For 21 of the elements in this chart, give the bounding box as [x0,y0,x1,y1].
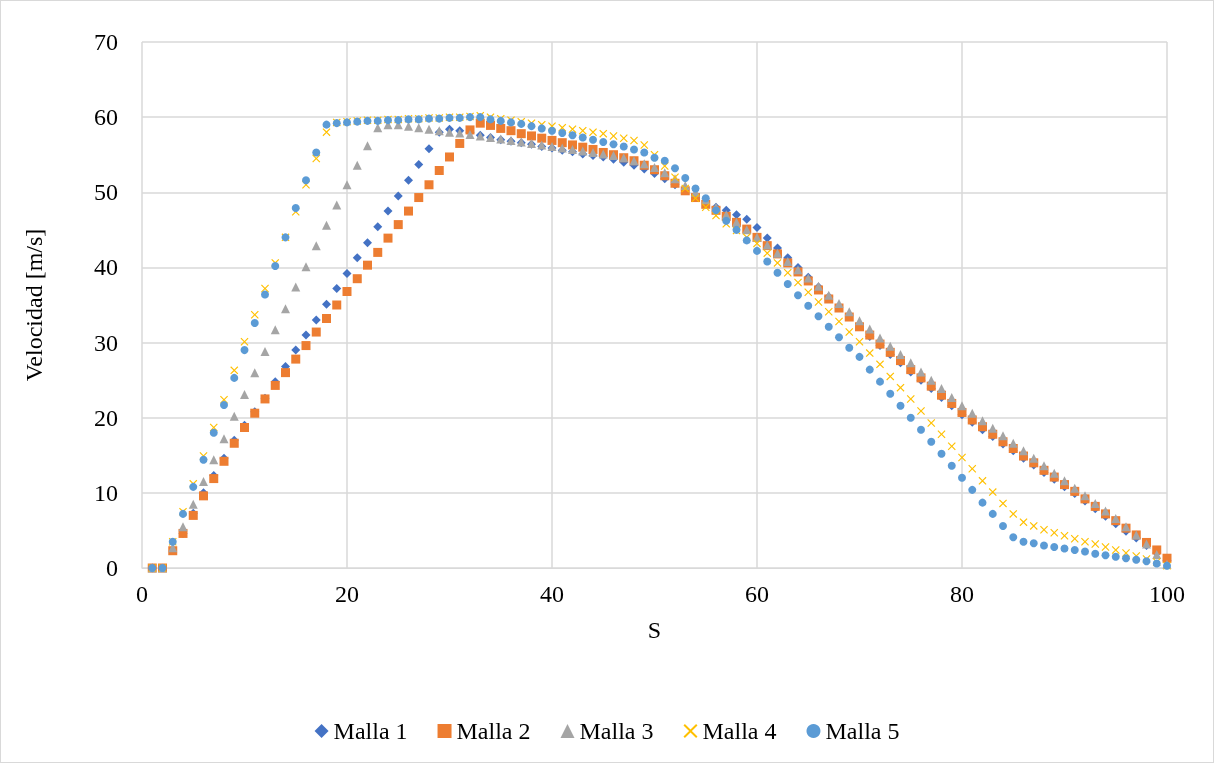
y-axis-title: Velocidad [m/s] [21,228,47,382]
y-tick-label: 20 [94,404,118,431]
x-axis-title: S [647,617,662,643]
x-tick-label: 20 [335,581,359,607]
legend-label: Malla 2 [456,718,531,744]
y-tick-label: 70 [94,29,118,55]
legend-label: Malla 4 [702,718,777,744]
x-tick-label: 40 [540,581,564,607]
legend-label: Malla 3 [579,718,654,744]
legend-label: Malla 5 [825,718,900,744]
x-tick-label: 80 [950,581,974,607]
x-tick-label: 0 [136,581,148,607]
y-tick-label: 10 [94,479,118,506]
x-tick-label: 100 [1149,581,1185,607]
legend-label: Malla 1 [333,718,408,744]
y-tick-label: 50 [94,179,118,206]
y-tick-label: 40 [94,254,118,281]
y-tick-label: 0 [106,555,118,581]
y-tick-label: 30 [94,329,118,356]
x-tick-label: 60 [745,581,769,607]
y-tick-label: 60 [94,104,118,131]
